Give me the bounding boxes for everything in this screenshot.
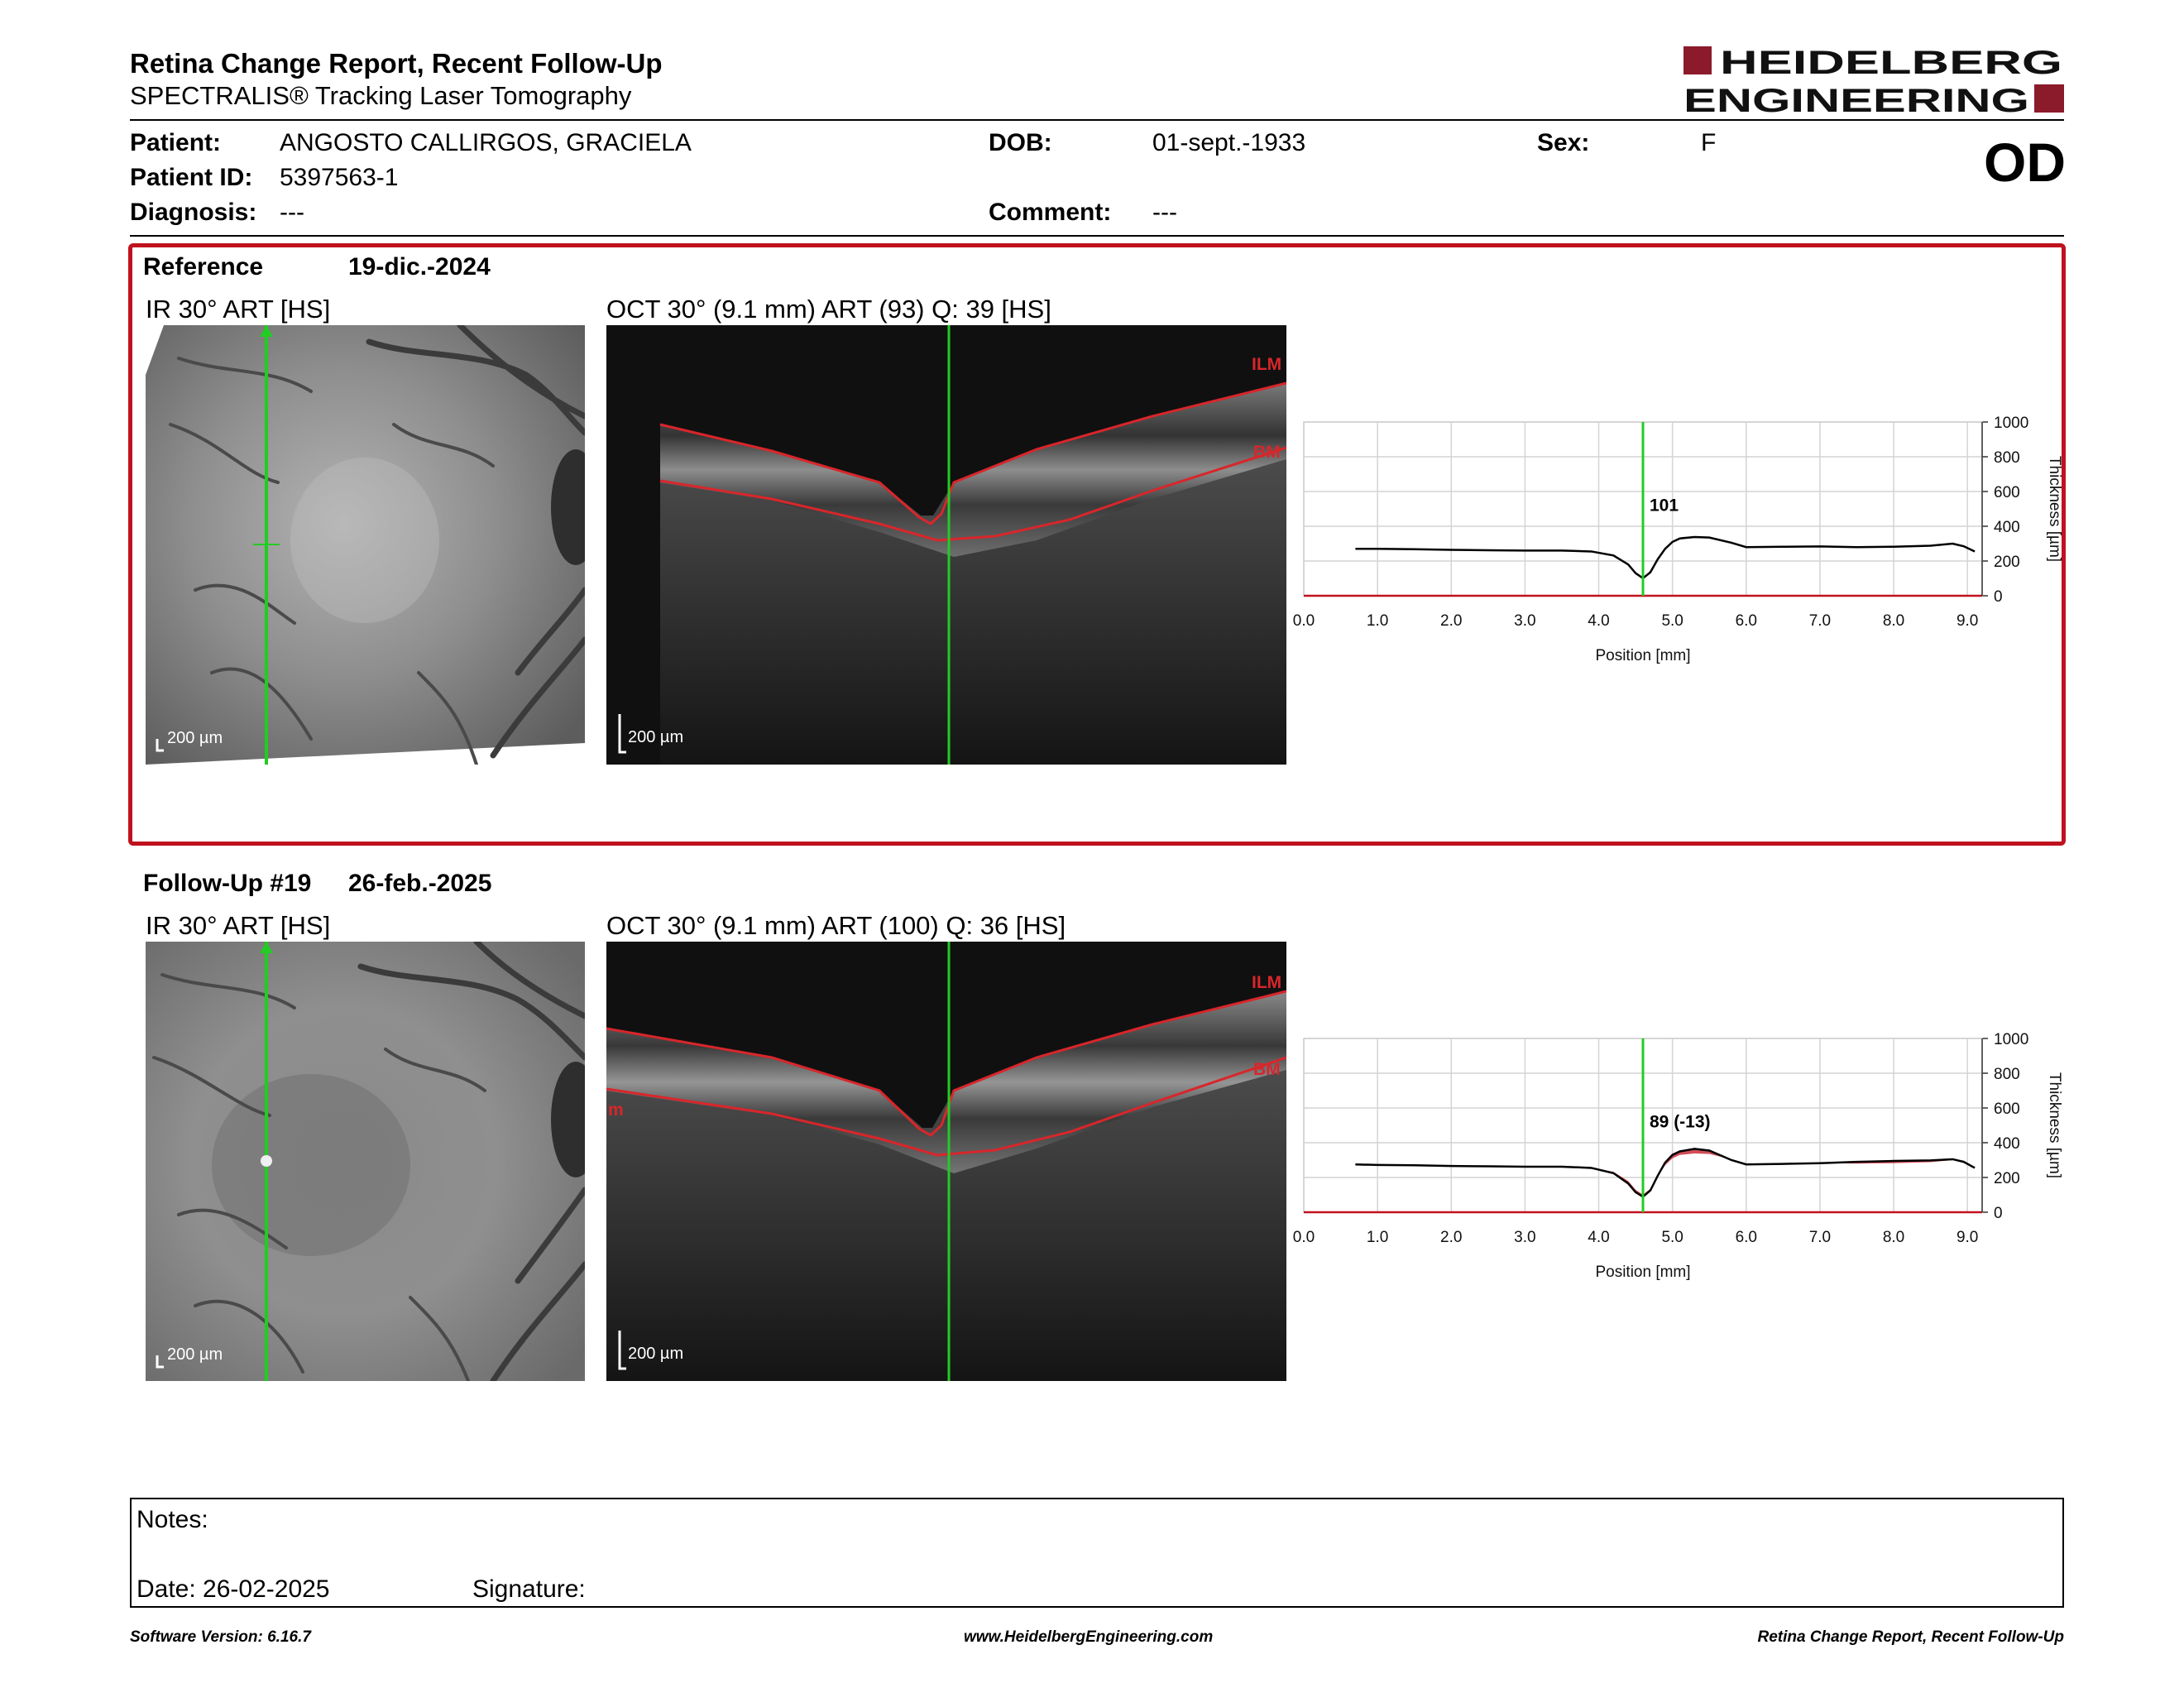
heidelberg-logo: HEIDELBERG ENGINEERING	[1684, 45, 2064, 119]
y-tick-label: 600	[1994, 484, 2020, 501]
patient-label: Patient:	[130, 129, 222, 156]
followup-bm-label: BM	[1253, 1060, 1281, 1079]
x-tick-label: 4.0	[1588, 1229, 1609, 1246]
x-tick-label: 0.0	[1293, 612, 1315, 630]
y-tick-label: 200	[1994, 1170, 2020, 1187]
patient-id-label: Patient ID:	[130, 164, 253, 191]
diagnosis-label: Diagnosis:	[130, 199, 257, 226]
comment-label: Comment:	[989, 199, 1112, 226]
followup-oct-bscan-image: ILM BM m 200 µm	[606, 942, 1286, 1381]
y-tick-label: 400	[1994, 519, 2020, 536]
sex-value: F	[1701, 129, 1717, 156]
reference-highlight-box	[128, 243, 2066, 846]
reference-ilm-label: ILM	[1252, 355, 1281, 374]
reference-ir-title: IR 30° ART [HS]	[146, 295, 331, 324]
x-tick-label: 5.0	[1661, 1229, 1683, 1246]
logo-line-1: HEIDELBERG	[1720, 45, 2062, 81]
x-tick-label: 5.0	[1661, 612, 1683, 630]
dob-label: DOB:	[989, 129, 1052, 156]
reference-ir-scale-label: 200 µm	[167, 729, 223, 747]
notes-date: Date: 26-02-2025	[136, 1575, 330, 1603]
followup-date: 26-feb.-2025	[348, 870, 492, 897]
y-tick-label: 800	[1994, 1066, 2020, 1083]
website-link[interactable]: www.HeidelbergEngineering.com	[964, 1628, 1214, 1646]
y-tick-label: 400	[1994, 1135, 2020, 1153]
diagnosis-value: ---	[280, 199, 304, 226]
footer-report-name: Retina Change Report, Recent Follow-Up	[1757, 1628, 2064, 1646]
software-version: Software Version: 6.16.7	[130, 1628, 311, 1646]
followup-ir-title: IR 30° ART [HS]	[146, 911, 331, 940]
dob-value: 01-sept.-1933	[1152, 129, 1306, 156]
reference-oct-scale-label: 200 µm	[628, 728, 683, 746]
y-tick-label: 1000	[1994, 415, 2028, 432]
followup-ir-scale-label: 200 µm	[167, 1345, 223, 1364]
report-subtitle: SPECTRALIS® Tracking Laser Tomography	[130, 81, 632, 110]
x-tick-label: 1.0	[1367, 612, 1388, 630]
followup-edge-label: m	[608, 1101, 624, 1120]
patient-name: ANGOSTO CALLIRGOS, GRACIELA	[280, 129, 692, 156]
y-tick-label: 0	[1994, 1205, 2003, 1222]
notes-box[interactable]: Notes: Date: 26-02-2025 Signature:	[130, 1498, 2064, 1608]
followup-label: Follow-Up #19	[143, 870, 312, 897]
sex-label: Sex:	[1537, 129, 1590, 156]
x-axis-title: Position [mm]	[1595, 647, 1690, 664]
y-tick-label: 1000	[1994, 1031, 2028, 1048]
x-tick-label: 8.0	[1883, 1229, 1904, 1246]
x-tick-label: 2.0	[1440, 1229, 1462, 1246]
x-tick-label: 3.0	[1514, 612, 1535, 630]
patient-id: 5397563-1	[280, 164, 399, 191]
x-tick-label: 9.0	[1956, 612, 1978, 630]
comment-value: ---	[1152, 199, 1177, 226]
reference-ir-fundus-image: 200 µm	[146, 325, 585, 765]
x-tick-label: 0.0	[1293, 1229, 1315, 1246]
reference-oct-title: OCT 30° (9.1 mm) ART (93) Q: 39 [HS]	[606, 295, 1051, 324]
cursor-thickness-label: 89 (-13)	[1650, 1113, 1711, 1132]
logo-line-2: ENGINEERING	[1684, 83, 2029, 116]
x-tick-label: 1.0	[1367, 1229, 1388, 1246]
thickness-profile-line	[1355, 1148, 1976, 1198]
x-tick-label: 3.0	[1514, 1229, 1535, 1246]
eye-indicator: OD	[1984, 132, 2066, 193]
y-tick-label: 0	[1994, 588, 2003, 606]
followup-oct-scale-label: 200 µm	[628, 1345, 683, 1363]
followup-ir-fundus-image: 200 µm	[146, 942, 585, 1381]
followup-oct-title: OCT 30° (9.1 mm) ART (100) Q: 36 [HS]	[606, 911, 1066, 940]
y-tick-label: 800	[1994, 449, 2020, 467]
y-axis-title: Thickness [µm]	[2046, 1072, 2063, 1178]
thickness-profile-line	[1355, 535, 1976, 580]
x-tick-label: 8.0	[1883, 612, 1904, 630]
x-tick-label: 6.0	[1736, 612, 1757, 630]
x-tick-label: 9.0	[1956, 1229, 1978, 1246]
reference-oct-bscan-image: ILM BM 200 µm	[606, 325, 1286, 765]
reference-date: 19-dic.-2024	[348, 253, 491, 281]
x-axis-title: Position [mm]	[1595, 1264, 1690, 1281]
followup-ilm-label: ILM	[1252, 973, 1281, 992]
y-axis-title: Thickness [µm]	[2046, 456, 2063, 562]
thickness-change-area	[1355, 1149, 1976, 1197]
signature-label: Signature:	[472, 1575, 586, 1603]
cursor-thickness-label: 101	[1650, 496, 1679, 516]
x-tick-label: 2.0	[1440, 612, 1462, 630]
reference-thickness-chart: 0.0 1.0 2.0 3.0 4.0 5.0 6.0 7.0 8.0 9.0 0 200 400 600…	[1291, 412, 2085, 677]
x-tick-label: 7.0	[1809, 1229, 1831, 1246]
reference-label: Reference	[143, 253, 264, 281]
x-tick-label: 4.0	[1588, 612, 1609, 630]
y-tick-label: 600	[1994, 1101, 2020, 1118]
followup-thickness-chart: 0.0 1.0 2.0 3.0 4.0 5.0 6.0 7.0 8.0 9.0 0 200 400 600…	[1291, 1029, 2085, 1293]
x-tick-label: 7.0	[1809, 612, 1831, 630]
report-title: Retina Change Report, Recent Follow-Up	[130, 48, 663, 79]
reference-bm-label: BM	[1253, 443, 1281, 462]
notes-label: Notes:	[136, 1506, 208, 1533]
y-tick-label: 200	[1994, 554, 2020, 571]
x-tick-label: 6.0	[1736, 1229, 1757, 1246]
